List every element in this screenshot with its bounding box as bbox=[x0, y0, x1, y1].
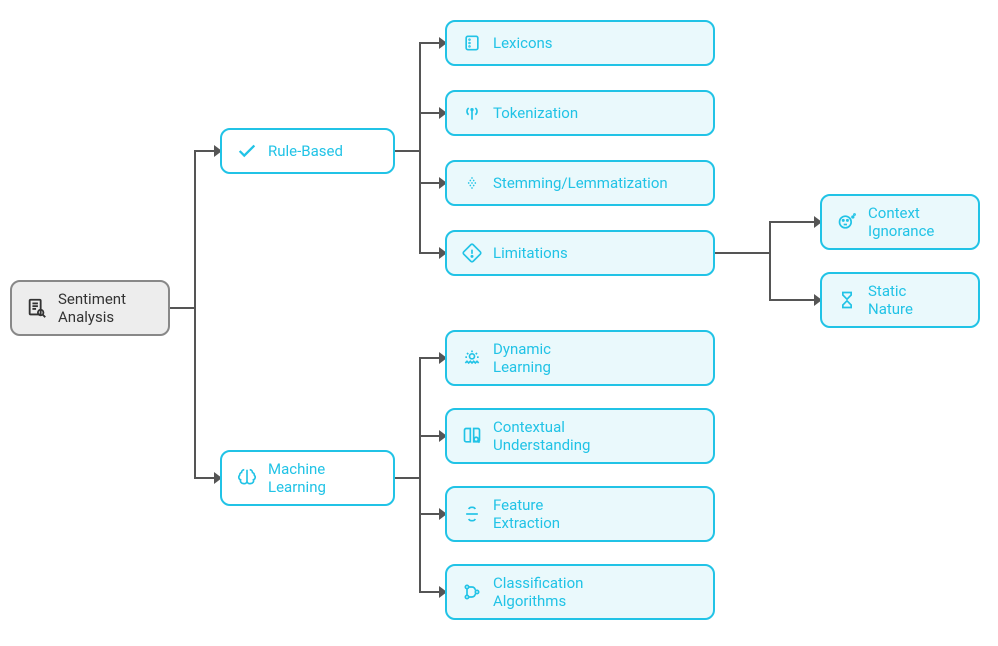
node-label: Tokenization bbox=[493, 104, 578, 122]
node-dynamic-learning: DynamicLearning bbox=[445, 330, 715, 386]
node-label: Limitations bbox=[493, 244, 568, 262]
node-label: Lexicons bbox=[493, 34, 553, 52]
node-feature-extraction: FeatureExtraction bbox=[445, 486, 715, 542]
node-rule-based: Rule-Based bbox=[220, 128, 395, 174]
node-static-nature: StaticNature bbox=[820, 272, 980, 328]
sun-icon bbox=[461, 347, 483, 369]
node-lexicons: Lexicons bbox=[445, 20, 715, 66]
node-label: MachineLearning bbox=[268, 460, 326, 496]
node-label: FeatureExtraction bbox=[493, 496, 560, 532]
node-label: Stemming/Lemmatization bbox=[493, 174, 668, 192]
branch-icon bbox=[461, 581, 483, 603]
strikethrough-icon bbox=[461, 503, 483, 525]
node-label: ContextualUnderstanding bbox=[493, 418, 590, 454]
node-label: Rule-Based bbox=[268, 142, 343, 160]
document-search-icon bbox=[26, 297, 48, 319]
node-context-ignorance: ContextIgnorance bbox=[820, 194, 980, 250]
node-label: ContextIgnorance bbox=[868, 204, 934, 240]
antenna-icon bbox=[461, 102, 483, 124]
node-label: ClassificationAlgorithms bbox=[493, 574, 583, 610]
thinking-icon bbox=[836, 211, 858, 233]
brain-icon bbox=[236, 467, 258, 489]
node-stemming: Stemming/Lemmatization bbox=[445, 160, 715, 206]
node-tokenization: Tokenization bbox=[445, 90, 715, 136]
hourglass-icon bbox=[836, 289, 858, 311]
node-machine-learning: MachineLearning bbox=[220, 450, 395, 506]
node-label: DynamicLearning bbox=[493, 340, 551, 376]
warning-icon bbox=[461, 242, 483, 264]
node-sentiment-analysis: SentimentAnalysis bbox=[10, 280, 170, 336]
book-icon bbox=[461, 425, 483, 447]
check-icon bbox=[236, 140, 258, 162]
node-classification: ClassificationAlgorithms bbox=[445, 564, 715, 620]
card-icon bbox=[461, 32, 483, 54]
dots-icon bbox=[461, 172, 483, 194]
node-label: StaticNature bbox=[868, 282, 913, 318]
node-label: SentimentAnalysis bbox=[58, 290, 126, 326]
node-contextual: ContextualUnderstanding bbox=[445, 408, 715, 464]
node-limitations: Limitations bbox=[445, 230, 715, 276]
